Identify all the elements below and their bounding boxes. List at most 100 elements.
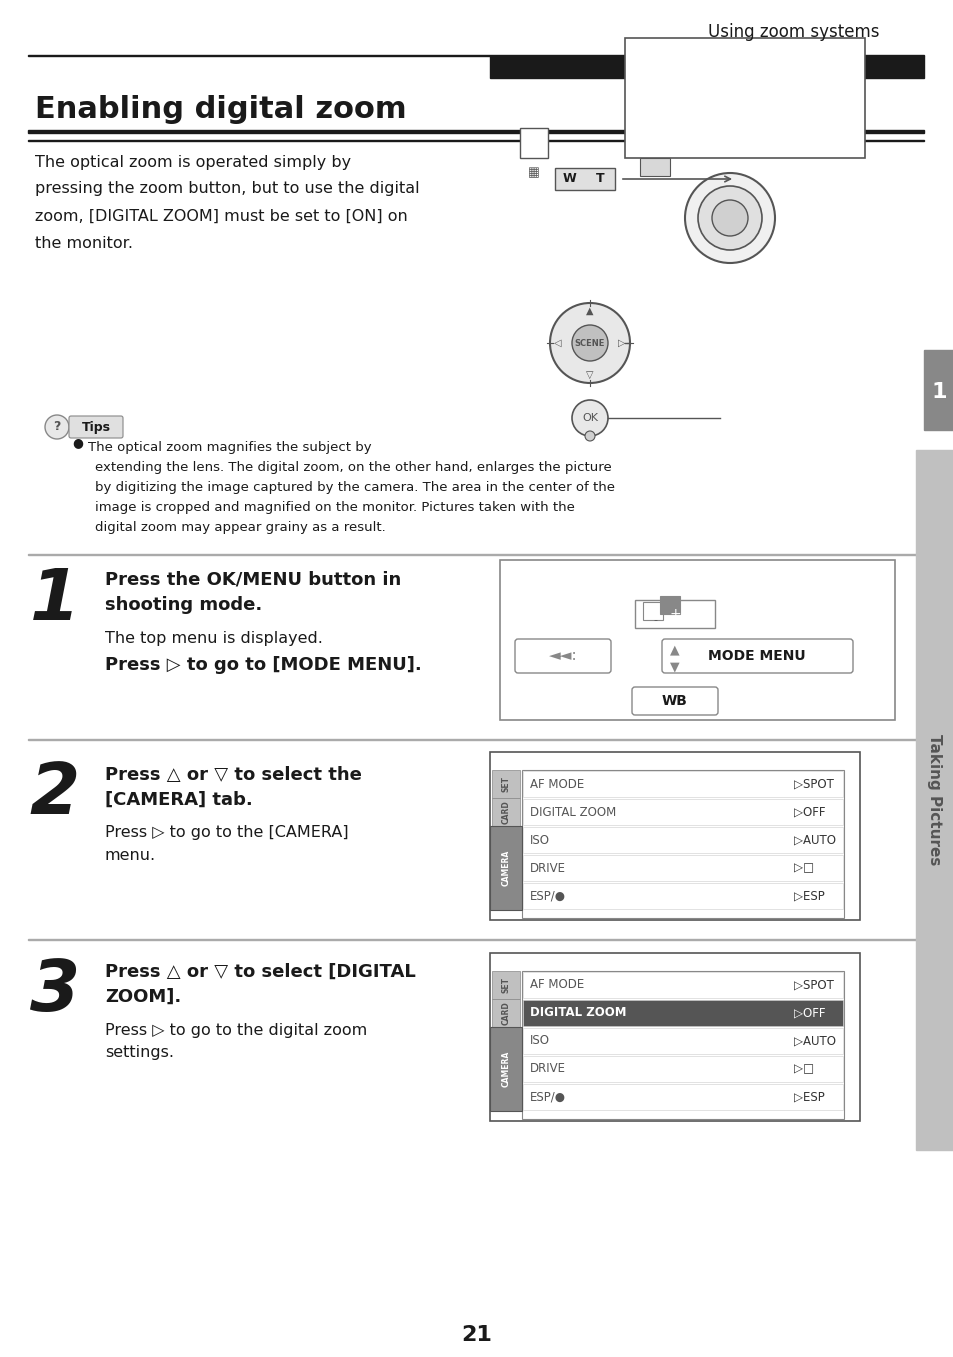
Circle shape xyxy=(698,186,761,250)
Text: AF MODE: AF MODE xyxy=(530,778,583,791)
Text: ESP/●: ESP/● xyxy=(530,889,565,902)
Text: Press ▷ to go to [MODE MENU].: Press ▷ to go to [MODE MENU]. xyxy=(105,655,421,674)
Bar xyxy=(492,972,519,999)
Bar xyxy=(522,799,842,825)
Text: ▲: ▲ xyxy=(586,305,593,316)
Text: settings.: settings. xyxy=(105,1045,173,1061)
Text: Tips: Tips xyxy=(81,421,111,433)
Bar xyxy=(499,560,894,721)
Bar xyxy=(522,1056,842,1082)
Text: ▼: ▼ xyxy=(670,661,679,673)
Text: ▷OFF: ▷OFF xyxy=(793,1007,824,1019)
Bar xyxy=(522,1029,842,1054)
Text: AF MODE: AF MODE xyxy=(530,978,583,992)
Circle shape xyxy=(711,199,747,236)
Text: ▷: ▷ xyxy=(618,338,625,347)
Bar xyxy=(522,883,842,909)
Bar xyxy=(490,752,859,920)
Text: digital zoom may appear grainy as a result.: digital zoom may appear grainy as a resu… xyxy=(95,521,385,533)
Text: Press △ or ▽ to select [DIGITAL: Press △ or ▽ to select [DIGITAL xyxy=(105,963,416,981)
Text: by digitizing the image captured by the camera. The area in the center of the: by digitizing the image captured by the … xyxy=(95,480,615,494)
FancyBboxPatch shape xyxy=(631,687,718,715)
Text: menu.: menu. xyxy=(105,848,156,863)
Text: [CAMERA] tab.: [CAMERA] tab. xyxy=(105,791,253,809)
Bar xyxy=(522,826,842,854)
Bar xyxy=(522,855,842,881)
Text: ▷AUTO: ▷AUTO xyxy=(793,1034,835,1048)
Text: T: T xyxy=(595,172,603,186)
Text: zoom, [DIGITAL ZOOM] must be set to [ON] on: zoom, [DIGITAL ZOOM] must be set to [ON]… xyxy=(35,209,407,224)
Text: CARD: CARD xyxy=(501,1001,510,1025)
Bar xyxy=(522,972,842,997)
Bar xyxy=(490,56,923,77)
Circle shape xyxy=(45,415,69,440)
Bar xyxy=(490,953,859,1121)
Bar xyxy=(635,600,714,628)
Text: 3: 3 xyxy=(30,958,80,1026)
Text: CARD: CARD xyxy=(501,801,510,824)
Text: Press ▷ to go to the [CAMERA]: Press ▷ to go to the [CAMERA] xyxy=(105,825,348,840)
Text: +: + xyxy=(668,607,680,622)
FancyBboxPatch shape xyxy=(69,417,123,438)
Text: OK: OK xyxy=(581,413,598,423)
Text: ?: ? xyxy=(53,421,61,433)
Bar xyxy=(521,972,843,1120)
Text: ▷AUTO: ▷AUTO xyxy=(793,833,835,847)
Bar xyxy=(28,129,923,133)
Bar xyxy=(522,1000,842,1026)
Text: the monitor.: the monitor. xyxy=(35,236,132,251)
Bar xyxy=(624,38,864,157)
Bar xyxy=(642,603,662,620)
Bar xyxy=(490,1027,521,1111)
FancyBboxPatch shape xyxy=(661,639,852,673)
Text: 21: 21 xyxy=(461,1324,492,1345)
Bar xyxy=(28,140,923,141)
Text: SCENE: SCENE xyxy=(575,338,604,347)
Text: ▽: ▽ xyxy=(586,370,593,380)
Text: ◄◄:: ◄◄: xyxy=(548,649,577,664)
Text: WB: WB xyxy=(661,693,687,708)
Text: 2: 2 xyxy=(30,760,80,829)
Bar xyxy=(923,350,953,430)
Bar xyxy=(492,999,519,1027)
Text: ▷□: ▷□ xyxy=(793,862,813,874)
Text: ESP/●: ESP/● xyxy=(530,1091,565,1103)
Text: ▷ESP: ▷ESP xyxy=(793,889,824,902)
Circle shape xyxy=(550,303,629,383)
Text: DRIVE: DRIVE xyxy=(530,1063,565,1076)
Bar xyxy=(519,128,547,157)
Bar xyxy=(522,1084,842,1110)
Text: The optical zoom is operated simply by: The optical zoom is operated simply by xyxy=(35,155,351,170)
Text: shooting mode.: shooting mode. xyxy=(105,596,262,613)
Text: The optical zoom magnifies the subject by: The optical zoom magnifies the subject b… xyxy=(88,441,372,453)
Text: ▷ESP: ▷ESP xyxy=(793,1091,824,1103)
Text: Press the OK/MENU button in: Press the OK/MENU button in xyxy=(105,571,401,589)
Circle shape xyxy=(584,432,595,441)
Bar xyxy=(915,451,953,1149)
Bar xyxy=(521,769,843,917)
Text: MODE MENU: MODE MENU xyxy=(707,649,805,664)
FancyBboxPatch shape xyxy=(515,639,610,673)
Bar xyxy=(492,769,519,798)
Text: pressing the zoom button, but to use the digital: pressing the zoom button, but to use the… xyxy=(35,182,419,197)
Text: DRIVE: DRIVE xyxy=(530,862,565,874)
Text: ISO: ISO xyxy=(530,1034,550,1048)
Bar xyxy=(522,771,842,797)
Text: -: - xyxy=(652,615,657,626)
Text: CAMERA: CAMERA xyxy=(501,849,510,886)
Text: 1: 1 xyxy=(30,566,80,635)
Text: DIGITAL ZOOM: DIGITAL ZOOM xyxy=(530,806,616,818)
Bar xyxy=(28,54,923,56)
Text: ▷□: ▷□ xyxy=(793,1063,813,1076)
Text: Press ▷ to go to the digital zoom: Press ▷ to go to the digital zoom xyxy=(105,1023,367,1038)
Text: W: W xyxy=(562,172,577,186)
Text: Press △ or ▽ to select the: Press △ or ▽ to select the xyxy=(105,765,361,784)
Text: Taking Pictures: Taking Pictures xyxy=(926,734,942,866)
Circle shape xyxy=(572,324,607,361)
Text: 1: 1 xyxy=(930,383,945,402)
Text: ●: ● xyxy=(71,437,83,449)
Bar xyxy=(639,157,669,176)
Circle shape xyxy=(684,172,774,263)
Text: ▲: ▲ xyxy=(670,643,679,657)
Circle shape xyxy=(572,400,607,436)
